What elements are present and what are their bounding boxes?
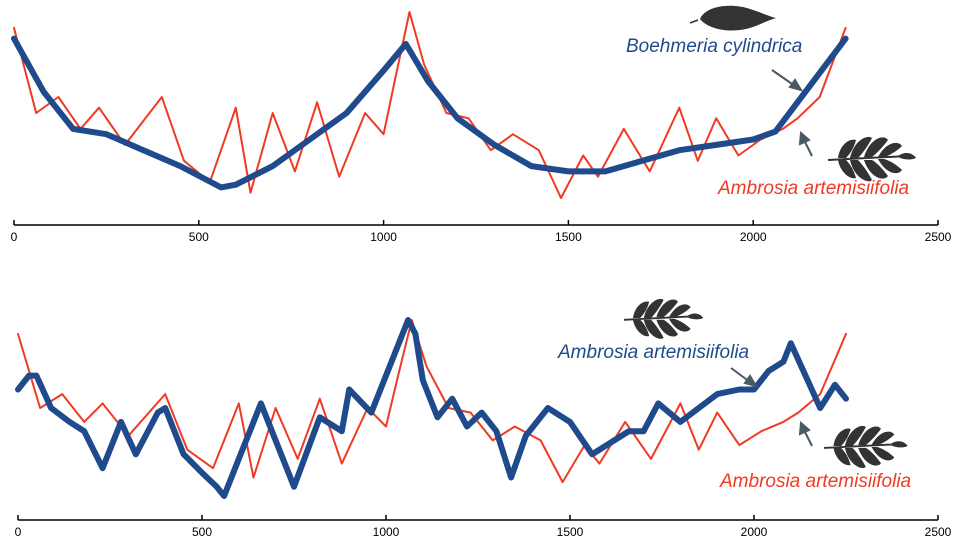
ragweed-leaf-icon <box>823 425 908 469</box>
x-tick-label: 0 <box>15 525 22 539</box>
series-label-bottom-red: Ambrosia artemisiifolia <box>719 471 911 492</box>
series-label-bottom-blue: Ambrosia artemisiifolia <box>557 342 749 363</box>
series-line-blue <box>11 35 849 191</box>
panel-bottom-axis: 0 500 1000 1500 2000 2500 <box>15 515 952 539</box>
x-tick-label: 500 <box>189 230 209 244</box>
series-line-blue <box>15 317 849 499</box>
pointer-arrow-top-blue <box>771 69 804 92</box>
x-tick-label: 2500 <box>925 525 952 539</box>
series-label-top-red: Ambrosia artemisiifolia <box>717 178 909 199</box>
pointer-arrow-bottom-red <box>798 420 813 447</box>
pointer-arrow-bottom-blue <box>730 367 759 388</box>
x-tick-label: 0 <box>11 230 18 244</box>
oval-leaf-icon <box>689 5 776 31</box>
series-label-top-blue: Boehmeria cylindrica <box>626 36 802 57</box>
series-line-red <box>17 319 847 484</box>
ragweed-leaf-icon <box>827 136 916 182</box>
panel-top-axis: 0 500 1000 1500 2000 2500 <box>11 220 952 244</box>
x-tick-label: 1500 <box>557 525 584 539</box>
series-line-red <box>13 11 847 199</box>
x-tick-label: 2000 <box>740 230 767 244</box>
panel-bottom-series <box>15 317 849 499</box>
x-tick-label: 2000 <box>741 525 768 539</box>
panel-top-series <box>11 11 849 199</box>
x-tick-label: 1000 <box>373 525 400 539</box>
x-tick-label: 1000 <box>370 230 397 244</box>
x-tick-label: 1500 <box>555 230 582 244</box>
x-tick-label: 2500 <box>925 230 952 244</box>
ragweed-leaf-icon <box>623 298 704 339</box>
pointer-arrow-top-red <box>798 130 813 157</box>
x-tick-label: 500 <box>192 525 212 539</box>
panel-top: 0 500 1000 1500 2000 2500 Boehmeria cylindric… <box>11 5 952 244</box>
panel-bottom: 0 500 1000 1500 2000 2500 Ambrosia artemisiif… <box>15 298 952 539</box>
